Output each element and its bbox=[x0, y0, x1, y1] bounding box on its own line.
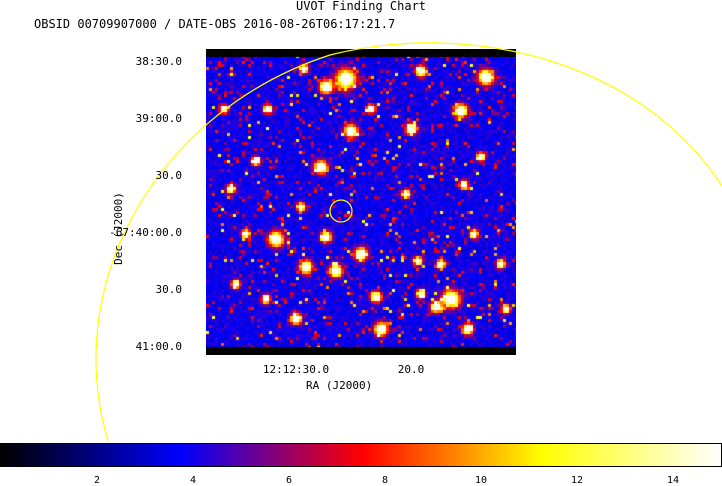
sky-image bbox=[206, 49, 516, 355]
y-tick-label: 30.0 bbox=[155, 169, 183, 182]
colorbar-tick-label: 14 bbox=[666, 475, 680, 486]
colorbar bbox=[0, 443, 722, 467]
y-tick-label: 39:00.0 bbox=[135, 112, 182, 125]
colorbar-tick-label: 12 bbox=[570, 475, 584, 486]
sky-image-canvas bbox=[206, 49, 516, 355]
chart-subtitle: OBSID 00709907000 / DATE-OBS 2016-08-26T… bbox=[34, 17, 396, 31]
x-tick-label: 20.0 bbox=[397, 363, 425, 376]
chart-title: UVOT Finding Chart bbox=[295, 0, 427, 13]
colorbar-gradient bbox=[0, 443, 722, 467]
y-tick-label: 41:00.0 bbox=[135, 340, 182, 353]
colorbar-tick-label: 6 bbox=[285, 475, 293, 486]
x-axis-label: RA (J2000) bbox=[306, 379, 373, 392]
colorbar-tick-label: 4 bbox=[189, 475, 197, 486]
colorbar-tick-label: 8 bbox=[381, 475, 389, 486]
y-axis-label: Dec (J2000) bbox=[111, 192, 125, 265]
colorbar-tick-label: 2 bbox=[93, 475, 101, 486]
y-tick-label: 30.0 bbox=[155, 283, 183, 296]
x-tick-label: 12:12:30.0 bbox=[262, 363, 330, 376]
y-tick-label: -67:40:00.0 bbox=[109, 226, 182, 239]
y-tick-label: 38:30.0 bbox=[135, 55, 182, 68]
colorbar-tick-label: 10 bbox=[474, 475, 488, 486]
